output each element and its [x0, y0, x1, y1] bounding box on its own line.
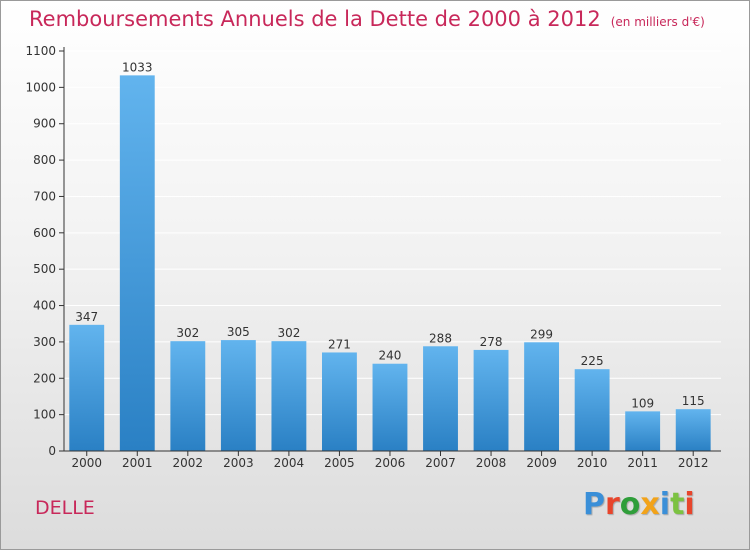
value-label: 109 [631, 396, 654, 410]
y-tick-label: 500 [33, 262, 56, 276]
bar-2001 [119, 75, 155, 451]
x-tick-label: 2002 [173, 456, 204, 470]
y-tick-label: 400 [33, 299, 56, 313]
x-tick-label: 2009 [526, 456, 557, 470]
y-tick-label: 1000 [25, 80, 56, 94]
bar-2004 [271, 341, 307, 451]
x-tick-label: 2011 [627, 456, 658, 470]
labels: 0 100 200 300 400 500 600 700 800 900 1000 1100 347 2… [25, 44, 708, 470]
axes [59, 47, 721, 456]
bars [69, 75, 711, 451]
value-label: 302 [277, 326, 300, 340]
value-label: 305 [227, 325, 250, 339]
y-tick-label: 900 [33, 117, 56, 131]
value-label: 225 [581, 354, 604, 368]
logo-letter: i [684, 487, 695, 522]
value-label: 278 [480, 335, 503, 349]
x-tick-label: 2003 [223, 456, 254, 470]
value-label: 299 [530, 327, 553, 341]
logo-letter: t [670, 487, 685, 522]
y-tick-label: 200 [33, 371, 56, 385]
bar-2005 [321, 352, 357, 451]
x-tick-label: 2000 [71, 456, 102, 470]
y-tick-label: 300 [33, 335, 56, 349]
value-label: 288 [429, 331, 452, 345]
value-label: 115 [682, 394, 705, 408]
x-tick-label: 2007 [425, 456, 456, 470]
y-tick-label: 800 [33, 153, 56, 167]
logo-letter: i [659, 487, 671, 522]
logo-letter: r [605, 487, 620, 522]
bar-2010 [574, 369, 610, 451]
bar-2003 [220, 340, 256, 451]
value-label: 1033 [122, 60, 153, 74]
chart-title: Remboursements Annuels de la Dette de 20… [29, 7, 705, 31]
bar-2008 [473, 349, 509, 451]
bar-2007 [423, 346, 458, 451]
y-tick-label: 100 [33, 408, 56, 422]
y-tick-label: 700 [33, 189, 56, 203]
logo-letter: o [619, 487, 641, 522]
commune-name: DELLE [35, 497, 95, 519]
x-tick-label: 2004 [274, 456, 305, 470]
value-label: 240 [379, 349, 402, 363]
chart-title-text: Remboursements Annuels de la Dette de 20… [29, 7, 601, 31]
y-tick-label: 600 [33, 226, 56, 240]
x-tick-label: 2010 [577, 456, 608, 470]
y-tick-label: 0 [48, 444, 56, 458]
bar-2011 [625, 411, 661, 451]
unit-note: (en milliers d'€) [610, 15, 705, 29]
logo-letter: P [583, 487, 605, 522]
value-label: 302 [176, 326, 199, 340]
x-tick-label: 2005 [324, 456, 355, 470]
proxiti-logo[interactable]: Proxiti [583, 487, 695, 522]
y-tick-label: 1100 [25, 44, 56, 58]
bar-2012 [675, 409, 711, 451]
x-tick-label: 2006 [375, 456, 406, 470]
bar-2006 [372, 363, 408, 451]
logo-letter: x [640, 487, 660, 522]
x-tick-label: 2008 [476, 456, 507, 470]
value-label: 271 [328, 337, 351, 351]
x-tick-label: 2001 [122, 456, 153, 470]
bar-2000 [69, 324, 105, 451]
value-label: 347 [75, 310, 98, 324]
bar-2002 [170, 341, 206, 451]
x-tick-label: 2012 [678, 456, 709, 470]
bar-2009 [524, 342, 560, 451]
